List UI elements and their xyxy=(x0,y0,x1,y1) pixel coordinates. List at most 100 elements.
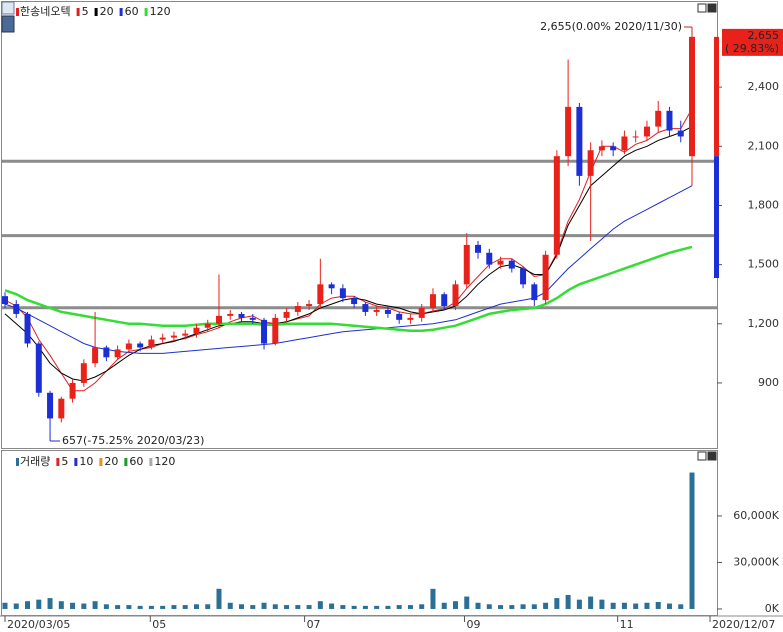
candle-body xyxy=(159,337,166,340)
volume-bar xyxy=(633,603,639,609)
candle-body xyxy=(598,146,605,151)
candle-body xyxy=(294,306,301,312)
candle-body xyxy=(643,126,650,137)
candle-body xyxy=(2,296,8,305)
volume-bar xyxy=(362,605,368,609)
candle-body xyxy=(655,110,662,127)
legend-label: 20 xyxy=(100,5,114,18)
panel-icon[interactable] xyxy=(1,15,15,33)
window-button[interactable] xyxy=(707,3,717,13)
candle-body xyxy=(249,317,256,320)
volume-bar xyxy=(610,602,616,609)
volume-bar xyxy=(103,604,109,609)
panel-icon[interactable] xyxy=(1,1,15,15)
candle-body xyxy=(475,244,482,253)
legend-label: 5 xyxy=(82,5,89,18)
candle-body xyxy=(35,343,42,393)
volume-bar xyxy=(126,605,132,609)
volume-bar xyxy=(576,599,582,609)
legend-label: 5 xyxy=(61,455,68,468)
candle-body xyxy=(441,294,448,307)
candle-body xyxy=(47,392,54,419)
candle-body xyxy=(272,317,279,344)
legend-swatch xyxy=(56,458,60,466)
volume-bar xyxy=(644,602,650,609)
volume-bar xyxy=(351,605,357,609)
candle-body xyxy=(587,150,594,176)
volume-bar xyxy=(160,605,166,609)
volume-bar xyxy=(419,604,425,609)
volume-bar xyxy=(452,601,458,609)
volume-bar xyxy=(58,601,64,609)
legend-label: 60 xyxy=(125,5,139,18)
volume-title: 거래량 xyxy=(20,455,50,468)
volume-bar xyxy=(306,605,312,609)
candle-body xyxy=(215,315,222,324)
candle-body xyxy=(204,323,211,328)
candle-body xyxy=(418,308,425,318)
candle-body xyxy=(576,106,583,176)
y-tick-label: 60,000K xyxy=(733,509,779,522)
volume-bar xyxy=(565,595,571,609)
y-tick-label: 900 xyxy=(758,376,779,389)
x-tick-label: 09 xyxy=(467,618,481,631)
window-button[interactable] xyxy=(697,3,707,13)
legend-label: 20 xyxy=(104,455,118,468)
volume-bar xyxy=(261,602,267,609)
legend-label: 10 xyxy=(79,455,93,468)
min-annotation: 657(-75.25% 2020/03/23) xyxy=(62,434,204,447)
candle-body xyxy=(677,130,684,137)
volume-bar xyxy=(666,603,672,609)
candle-body xyxy=(621,136,628,151)
volume-bar xyxy=(25,601,31,609)
candle-body xyxy=(351,298,358,305)
volume-bar xyxy=(272,604,278,609)
volume-bar xyxy=(689,472,695,609)
y-tick-label: 2,400 xyxy=(748,80,780,93)
candle-body xyxy=(520,268,527,285)
volume-bar xyxy=(385,605,391,609)
candle-body xyxy=(486,252,493,265)
candle-body xyxy=(125,343,132,350)
candle-body xyxy=(463,244,470,285)
candle-body xyxy=(261,319,268,344)
volume-bar xyxy=(193,604,199,609)
candle-body xyxy=(137,343,144,348)
candle-body xyxy=(80,363,87,383)
candle-body xyxy=(632,136,639,138)
volume-bar xyxy=(588,596,594,609)
candle-body xyxy=(508,260,515,269)
window-button[interactable] xyxy=(697,451,707,461)
legend-swatch xyxy=(144,8,148,16)
volume-bar xyxy=(205,604,211,609)
candle-body xyxy=(396,313,403,320)
volume-bar xyxy=(2,602,8,609)
moving-average-line xyxy=(4,108,693,392)
window-button[interactable] xyxy=(707,451,717,461)
legend-label: 120 xyxy=(154,455,175,468)
volume-bar xyxy=(92,601,98,609)
candle-body xyxy=(373,309,380,312)
volume-bar xyxy=(475,602,481,609)
x-tick-label: 05 xyxy=(152,618,166,631)
x-tick-label: 2020/03/05 xyxy=(7,618,70,631)
y-tick-label: 0K xyxy=(765,602,780,615)
volume-bar xyxy=(81,603,87,609)
candle-body xyxy=(283,311,290,318)
legend-swatch xyxy=(76,8,80,16)
candle-body xyxy=(339,288,346,299)
volume-bar xyxy=(47,598,53,609)
candle-body xyxy=(114,349,121,358)
candle-body xyxy=(362,304,369,312)
candle-body xyxy=(193,327,200,334)
legend-swatch xyxy=(16,8,19,16)
volume-bar xyxy=(329,603,335,609)
candle-body xyxy=(317,284,324,305)
volume-bar xyxy=(407,605,413,609)
volume-bar xyxy=(182,605,188,609)
volume-bar xyxy=(599,599,605,609)
volume-bar xyxy=(520,604,526,609)
volume-bar xyxy=(137,605,143,609)
